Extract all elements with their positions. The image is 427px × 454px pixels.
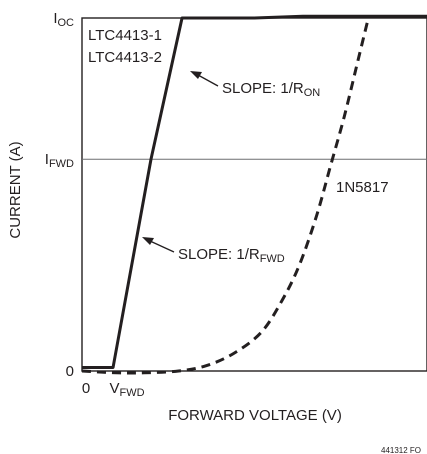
annotation-1n5817: 1N5817 — [336, 179, 389, 196]
y-tick-label-zero: 0 — [66, 363, 74, 380]
y-axis-title: CURRENT (A) — [7, 141, 24, 238]
legend-ltc4413-1: LTC4413-1 — [88, 27, 162, 44]
series-line-1n5817 — [81, 17, 370, 375]
y-tick-label-ioc: IOC — [53, 10, 74, 29]
x-tick-label-zero: 0 — [82, 380, 90, 397]
arrowhead-slope-rfwd — [142, 237, 154, 245]
series-line-ltc4413 — [82, 14, 427, 369]
arrowhead-slope-ron — [190, 71, 202, 79]
y-tick-label-ifwd: IFWD — [45, 151, 74, 170]
x-tick-label-vfwd: VFWD — [110, 380, 145, 399]
arrow-slope-rfwd — [149, 240, 175, 253]
legend-ltc4413-2: LTC4413-2 — [88, 49, 162, 66]
x-axis-title: FORWARD VOLTAGE (V) — [168, 407, 342, 424]
figure-id: 441312 FO — [381, 446, 421, 454]
annotation-slope-ron: SLOPE: 1/RON — [222, 80, 320, 99]
annotation-slope-rfwd: SLOPE: 1/RFWD — [178, 246, 285, 265]
arrow-slope-ron — [197, 74, 219, 87]
